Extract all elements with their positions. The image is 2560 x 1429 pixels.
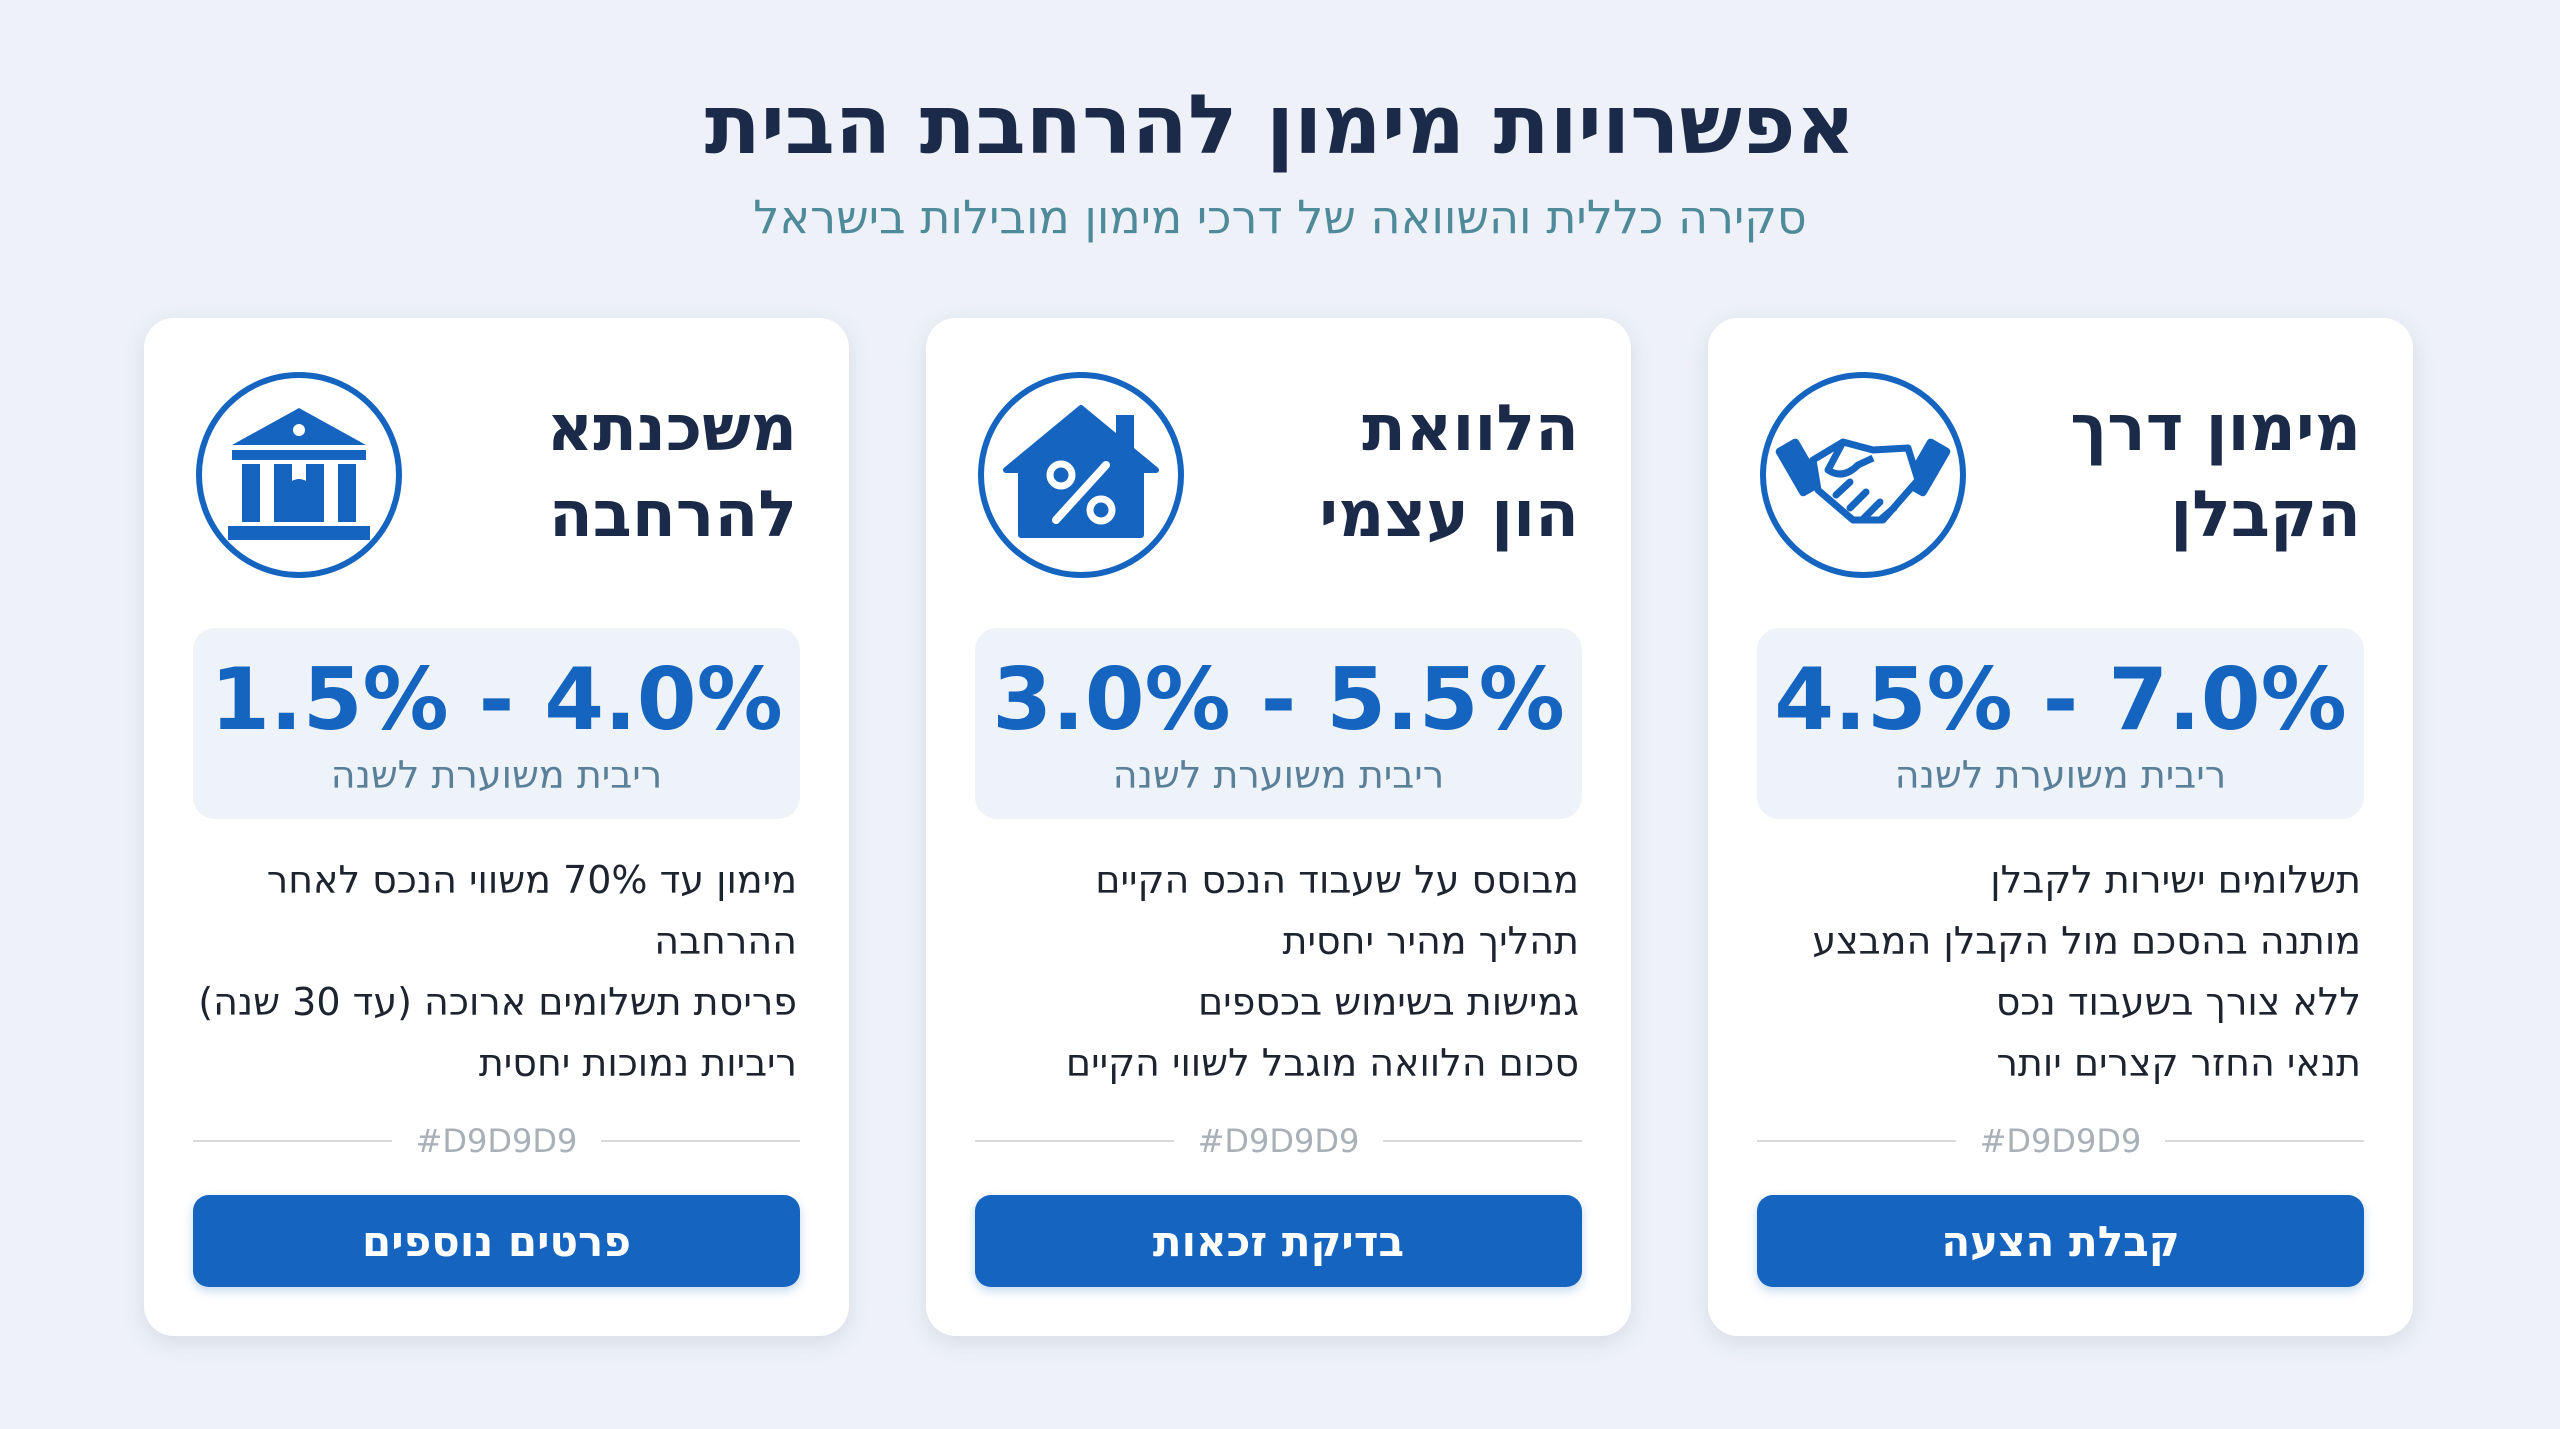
divider-line <box>601 1140 800 1142</box>
rate-box: 4.5% - 7.0% ריבית משוערת לשנה <box>1757 628 2364 819</box>
house-percent-icon <box>978 372 1184 578</box>
page-title: אפשרויות מימון להרחבת הבית <box>704 78 1856 173</box>
card: הלוואת הון עצמי 3.0% - 5.5% ריבית משוערת לש… <box>926 318 1631 1336</box>
rate-range: 3.0% - 5.5% <box>992 650 1565 750</box>
rate-box: 3.0% - 5.5% ריבית משוערת לשנה <box>975 628 1582 819</box>
card-title-line: הון עצמי <box>1319 478 1579 552</box>
rate-label: ריבית משוערת לשנה <box>1894 753 2227 797</box>
bank-icon <box>196 372 402 578</box>
divider-line <box>1383 1140 1582 1142</box>
rate-label: ריבית משוערת לשנה <box>330 753 663 797</box>
page-subtitle: סקירה כללית והשוואה של דרכי מימון מובילו… <box>753 190 1807 244</box>
feature-item: תנאי החזר קצרים יותר <box>1996 1041 2361 1085</box>
card-title-line: הלוואת <box>1362 392 1579 466</box>
feature-list: מימון עד 70% משווי הנכס לאחר ההרחבה פריסת… <box>184 850 797 1094</box>
rate-label: ריבית משוערת לשנה <box>1112 753 1445 797</box>
divider-line <box>1757 1140 1956 1142</box>
cta-button[interactable]: בדיקת זכאות <box>975 1195 1582 1287</box>
card: משכנתא להרחבה 1.5% - 4.0% ריבית משוערת לשנה… <box>144 318 849 1336</box>
cta-button[interactable]: פרטים נוספים <box>193 1195 800 1287</box>
card-title-line: משכנתא <box>546 392 797 466</box>
feature-list: תשלומים ישירות לקבלן מותנה בהסכם מול הקבל… <box>1748 850 2361 1094</box>
feature-item: מבוסס על שעבוד הנכס הקיים <box>1095 858 1579 902</box>
feature-item: ללא צורך בשעבוד נכס <box>1995 980 2361 1024</box>
divider: #D9D9D9 <box>1757 1118 2364 1164</box>
divider-line <box>975 1140 1174 1142</box>
card-title-line: הקבלן <box>2170 478 2361 552</box>
divider-line <box>193 1140 392 1142</box>
feature-item: מותנה בהסכם מול הקבלן המבצע <box>1812 919 2361 963</box>
rate-range: 4.5% - 7.0% <box>1774 650 2347 750</box>
feature-item: גמישות בשימוש בכספים <box>1197 980 1579 1024</box>
feature-item: פריסת תשלומים ארוכה (עד 30 שנה) <box>198 980 797 1024</box>
feature-item: סכום הלוואה מוגבל לשווי הקיים <box>1065 1041 1579 1085</box>
feature-list: מבוסס על שעבוד הנכס הקיים תהליך מהיר יחסי… <box>966 850 1579 1094</box>
rate-range: 1.5% - 4.0% <box>210 650 783 750</box>
divider: #D9D9D9 <box>193 1118 800 1164</box>
handshake-icon <box>1760 372 1966 578</box>
card-title: הלוואת הון עצמי <box>1319 386 1579 558</box>
feature-item: מימון עד 70% משווי הנכס לאחר ההרחבה <box>266 858 797 963</box>
card-title-line: להרחבה <box>548 478 797 552</box>
divider-label: #D9D9D9 <box>1197 1122 1360 1160</box>
divider-line <box>2165 1140 2364 1142</box>
rate-box: 1.5% - 4.0% ריבית משוערת לשנה <box>193 628 800 819</box>
divider-label: #D9D9D9 <box>1979 1122 2142 1160</box>
cta-button[interactable]: קבלת הצעה <box>1757 1195 2364 1287</box>
card-title: מימון דרך הקבלן <box>2070 386 2361 558</box>
feature-item: ריביות נמוכות יחסית <box>478 1041 797 1085</box>
card-title-line: מימון דרך <box>2070 392 2361 466</box>
card-title: משכנתא להרחבה <box>547 386 797 558</box>
feature-item: תשלומים ישירות לקבלן <box>1990 858 2361 902</box>
divider: #D9D9D9 <box>975 1118 1582 1164</box>
divider-label: #D9D9D9 <box>415 1122 578 1160</box>
feature-item: תהליך מהיר יחסית <box>1282 919 1579 963</box>
card: מימון דרך הקבלן 4.5% - 7.0% ריבית משוערת לש… <box>1708 318 2413 1336</box>
